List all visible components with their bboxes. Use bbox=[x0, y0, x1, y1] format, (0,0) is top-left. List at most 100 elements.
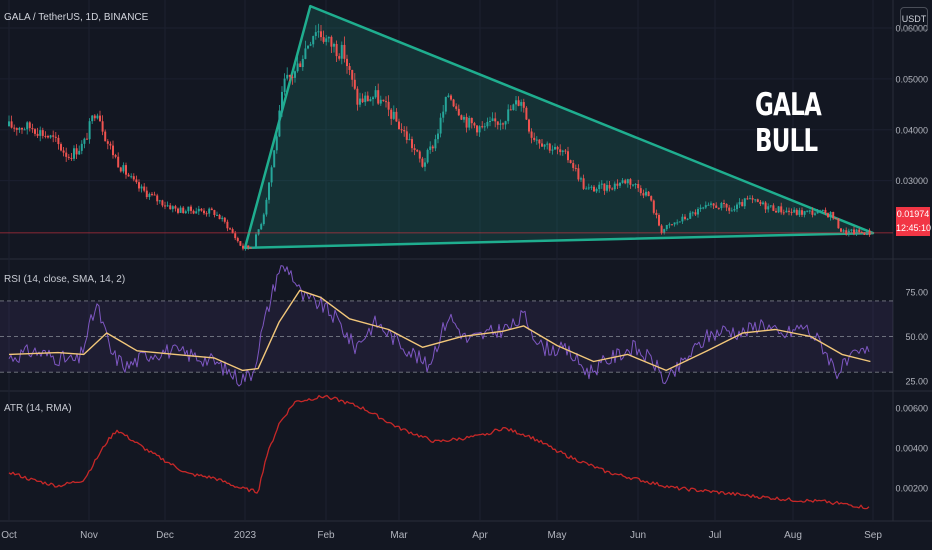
candle-body bbox=[842, 230, 845, 232]
candle-body bbox=[736, 204, 738, 210]
candle-body bbox=[437, 133, 439, 140]
candle-body bbox=[837, 218, 840, 229]
candle-body bbox=[587, 187, 590, 189]
candle-body bbox=[684, 216, 686, 220]
candle-body bbox=[457, 108, 460, 116]
candle-body bbox=[288, 74, 291, 77]
candle-body bbox=[751, 198, 754, 200]
candle-body bbox=[275, 136, 278, 151]
candle-body bbox=[366, 95, 369, 102]
candle-body bbox=[309, 44, 312, 46]
candle-body bbox=[819, 210, 822, 212]
candle-body bbox=[229, 228, 231, 230]
candle-body bbox=[265, 199, 268, 215]
price-tick-label: 0.03000 bbox=[895, 176, 928, 186]
atr-title[interactable]: ATR (14, RMA) bbox=[4, 403, 72, 414]
candle-body bbox=[564, 150, 567, 152]
candle-body bbox=[821, 209, 824, 211]
candle-body bbox=[509, 109, 512, 111]
candle-body bbox=[239, 241, 242, 246]
candle-body bbox=[494, 118, 497, 122]
candle-body bbox=[88, 121, 91, 140]
candle-body bbox=[21, 127, 23, 130]
candle-body bbox=[351, 69, 354, 80]
rsi-title[interactable]: RSI (14, close, SMA, 14, 2) bbox=[4, 274, 126, 285]
candle-body bbox=[496, 121, 499, 125]
candle-body bbox=[616, 183, 619, 186]
candle-body bbox=[31, 128, 34, 130]
candle-body bbox=[140, 186, 143, 189]
candle-body bbox=[278, 110, 281, 137]
candle-body bbox=[54, 136, 57, 138]
candle-body bbox=[507, 109, 510, 122]
candle-body bbox=[845, 230, 848, 235]
candle-body bbox=[91, 115, 94, 122]
candle-body bbox=[530, 131, 533, 138]
candle-body bbox=[650, 196, 653, 201]
candle-body bbox=[49, 135, 52, 138]
candle-body bbox=[619, 182, 621, 186]
atr-tick-label: 0.00200 bbox=[895, 484, 928, 494]
candle-body bbox=[606, 185, 608, 191]
candle-body bbox=[392, 111, 395, 119]
candle-body bbox=[515, 100, 517, 105]
candle-body bbox=[535, 139, 538, 141]
currency-button[interactable]: USDT bbox=[900, 7, 928, 31]
candle-body bbox=[626, 179, 629, 184]
x-tick-label: Sep bbox=[864, 530, 882, 541]
candle-body bbox=[361, 98, 364, 103]
candle-body bbox=[790, 211, 793, 213]
candle-body bbox=[10, 121, 13, 128]
candle-body bbox=[221, 217, 224, 220]
annotation-text: GALA BULL bbox=[755, 87, 822, 159]
candle-body bbox=[554, 146, 556, 150]
candle-body bbox=[637, 184, 640, 189]
x-tick-label: Aug bbox=[784, 530, 802, 541]
candle-body bbox=[762, 202, 764, 205]
candle-body bbox=[44, 135, 47, 137]
candle-body bbox=[273, 150, 276, 168]
candle-body bbox=[166, 205, 169, 207]
candle-body bbox=[645, 191, 647, 196]
candle-body bbox=[52, 135, 55, 137]
candle-body bbox=[252, 247, 255, 249]
candle-body bbox=[294, 71, 296, 78]
candle-body bbox=[148, 193, 151, 198]
candle-body bbox=[694, 212, 697, 215]
candle-body bbox=[533, 137, 536, 141]
candle-body bbox=[777, 206, 780, 213]
rsi-line bbox=[8, 265, 870, 387]
candle-body bbox=[333, 43, 335, 47]
candle-body bbox=[582, 178, 585, 189]
candle-body bbox=[598, 184, 601, 190]
candle-body bbox=[195, 211, 198, 214]
candle-body bbox=[689, 212, 692, 219]
candle-body bbox=[96, 115, 99, 119]
candle-body bbox=[346, 58, 348, 67]
symbol-title[interactable]: GALA / TetherUS, 1D, BINANCE bbox=[4, 12, 149, 23]
candle-body bbox=[70, 157, 73, 159]
candles bbox=[8, 23, 871, 251]
x-tick-label: Jul bbox=[709, 530, 722, 541]
candle-body bbox=[260, 224, 263, 230]
candle-body bbox=[348, 66, 351, 70]
candle-body bbox=[671, 224, 673, 226]
candle-body bbox=[400, 129, 403, 131]
candle-body bbox=[517, 100, 520, 106]
candle-body bbox=[416, 150, 419, 152]
candle-body bbox=[247, 245, 250, 248]
candle-body bbox=[307, 45, 309, 49]
candle-body bbox=[356, 88, 359, 105]
candle-body bbox=[112, 145, 114, 156]
candle-body bbox=[642, 193, 645, 196]
candle-body bbox=[242, 245, 244, 249]
candle-body bbox=[364, 95, 367, 103]
candle-body bbox=[502, 123, 504, 125]
candle-body bbox=[593, 186, 595, 192]
candle-body bbox=[452, 99, 455, 107]
candle-body bbox=[512, 104, 515, 111]
candle-body bbox=[101, 121, 104, 132]
candle-body bbox=[489, 121, 491, 123]
candle-body bbox=[429, 146, 432, 150]
rsi-tick-label: 50.00 bbox=[905, 332, 928, 342]
